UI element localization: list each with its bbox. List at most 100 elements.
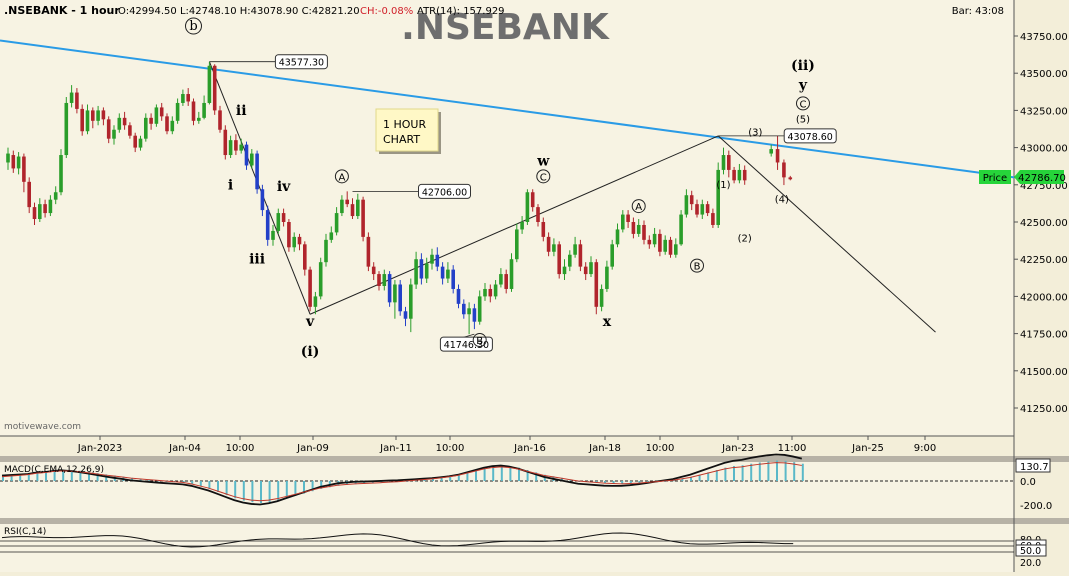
candle-body[interactable] <box>583 266 588 275</box>
candle-body[interactable] <box>679 214 683 245</box>
candle-body[interactable] <box>371 266 376 275</box>
candle-body[interactable] <box>128 125 132 136</box>
candle-body[interactable] <box>732 169 736 181</box>
candle-body[interactable] <box>234 140 238 151</box>
candle-body[interactable] <box>456 288 461 304</box>
candle-body[interactable] <box>435 254 440 267</box>
candle-body[interactable] <box>568 254 572 267</box>
time-axis-panel[interactable] <box>0 436 1014 456</box>
candle-body[interactable] <box>64 102 69 156</box>
price-callout-box[interactable] <box>418 183 471 199</box>
candle-body[interactable] <box>377 274 381 286</box>
candle-body[interactable] <box>409 284 413 319</box>
candle-body[interactable] <box>186 94 190 102</box>
candle-body[interactable] <box>788 177 793 180</box>
candle-body[interactable] <box>382 274 387 286</box>
candle-body[interactable] <box>356 199 360 217</box>
candle-body[interactable] <box>281 213 286 222</box>
candle-body[interactable] <box>106 119 111 139</box>
candle-body[interactable] <box>38 204 42 220</box>
price-callout-box[interactable] <box>274 54 328 70</box>
candle-body[interactable] <box>462 303 466 315</box>
candle-body[interactable] <box>112 129 116 139</box>
candle-body[interactable] <box>642 224 646 240</box>
candle-body[interactable] <box>705 204 710 214</box>
candle-body[interactable] <box>318 262 323 297</box>
candle-body[interactable] <box>562 266 567 275</box>
wave-line[interactable] <box>717 135 936 333</box>
candle-body[interactable] <box>621 214 625 230</box>
candle-body[interactable] <box>144 117 148 139</box>
candle-body[interactable] <box>133 135 137 148</box>
blue-trendline[interactable] <box>0 39 1015 179</box>
candle-body[interactable] <box>674 244 678 255</box>
candle-body[interactable] <box>472 308 477 322</box>
candle-body[interactable] <box>276 213 281 231</box>
candle-body[interactable] <box>387 274 392 303</box>
price-callout-box[interactable] <box>439 336 493 352</box>
candle-body[interactable] <box>589 262 593 275</box>
candle-body[interactable] <box>573 244 577 255</box>
candle-body[interactable] <box>689 195 694 205</box>
candle-body[interactable] <box>48 199 53 214</box>
candle-body[interactable] <box>520 222 524 230</box>
candle-body[interactable] <box>626 214 630 222</box>
wave-line[interactable] <box>208 61 311 315</box>
candle-body[interactable] <box>345 199 349 205</box>
candle-body[interactable] <box>287 222 291 248</box>
candle-body[interactable] <box>159 107 164 117</box>
candle-body[interactable] <box>695 204 699 215</box>
candle-body[interactable] <box>228 140 233 156</box>
candle-body[interactable] <box>329 232 334 240</box>
candle-body[interactable] <box>207 65 212 103</box>
candle-body[interactable] <box>181 94 185 103</box>
candle-body[interactable] <box>218 110 222 130</box>
candle-body[interactable] <box>361 199 365 237</box>
candle-body[interactable] <box>493 284 498 297</box>
candle-body[interactable] <box>393 284 397 303</box>
candle-body[interactable] <box>430 254 434 264</box>
candle-body[interactable] <box>212 65 217 111</box>
price-callout-box[interactable] <box>783 128 837 144</box>
candle-body[interactable] <box>175 102 180 121</box>
candle-body[interactable] <box>350 204 355 217</box>
candle-body[interactable] <box>424 263 429 279</box>
candle-body[interactable] <box>197 117 201 121</box>
candle-body[interactable] <box>440 266 445 279</box>
candle-body[interactable] <box>11 155 16 169</box>
candle-body[interactable] <box>782 162 786 178</box>
candle-body[interactable] <box>509 259 514 289</box>
candle-body[interactable] <box>552 244 556 252</box>
candle-body[interactable] <box>711 213 715 225</box>
chart-note-box[interactable]: 1 HOUR CHART <box>375 108 441 154</box>
candle-body[interactable] <box>504 274 508 289</box>
candle-body[interactable] <box>536 207 540 222</box>
candle-body[interactable] <box>488 288 493 297</box>
candle-body[interactable] <box>684 195 689 215</box>
candle-body[interactable] <box>16 156 21 169</box>
candle-body[interactable] <box>599 288 604 307</box>
candle-body[interactable] <box>149 117 153 124</box>
candle-body[interactable] <box>737 169 742 181</box>
candle-body[interactable] <box>541 222 546 237</box>
candle-body[interactable] <box>244 144 249 166</box>
candle-body[interactable] <box>451 269 455 289</box>
candle-body[interactable] <box>6 153 10 163</box>
candle-body[interactable] <box>255 153 259 190</box>
candle-body[interactable] <box>658 233 662 252</box>
candle-body[interactable] <box>191 101 196 121</box>
candle-body[interactable] <box>414 259 418 285</box>
candle-body[interactable] <box>483 288 487 297</box>
candle-body[interactable] <box>775 149 780 163</box>
candle-body[interactable] <box>271 230 275 240</box>
candle-body[interactable] <box>297 236 302 245</box>
candle-body[interactable] <box>716 169 720 225</box>
candle-body[interactable] <box>631 222 636 234</box>
candle-body[interactable] <box>668 239 673 255</box>
panel-divider[interactable] <box>0 456 1069 462</box>
candle-body[interactable] <box>138 138 143 148</box>
candle-body[interactable] <box>742 169 747 181</box>
candle-body[interactable] <box>80 108 84 132</box>
candle-body[interactable] <box>202 102 206 118</box>
